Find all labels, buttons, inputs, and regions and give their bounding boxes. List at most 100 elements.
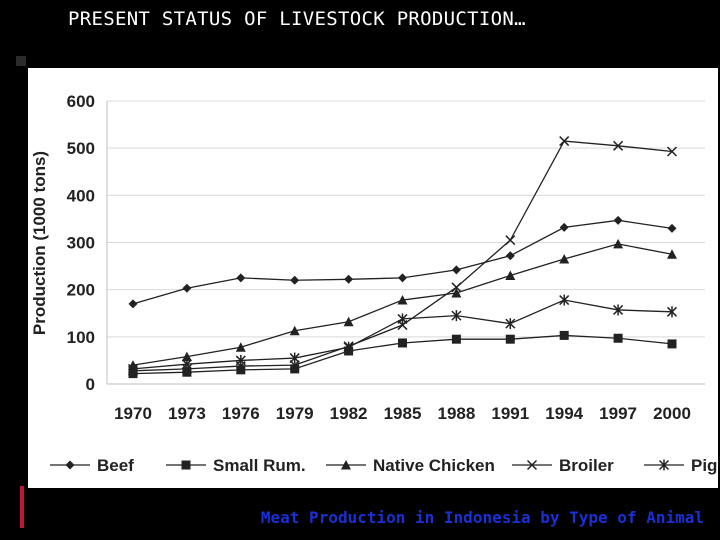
x-stroke — [451, 282, 462, 293]
diamond-marker — [65, 460, 75, 470]
x-tick-label: 2000 — [653, 404, 691, 423]
asterisk-marker — [658, 459, 670, 471]
diamond-marker — [398, 273, 407, 283]
x-stroke — [289, 360, 300, 371]
series-line — [132, 219, 673, 305]
legend-item-small-rum: Small Rum. — [166, 456, 306, 475]
y-tick-label: 0 — [86, 375, 95, 394]
triangle-marker — [341, 460, 351, 470]
x-tick-label: 1982 — [330, 404, 368, 423]
axes — [106, 101, 705, 385]
x-stroke — [559, 136, 570, 147]
x-tick-label: 1985 — [384, 404, 422, 423]
triangle-marker — [451, 287, 462, 298]
legend-label: Native Chicken — [373, 456, 495, 475]
x-tick-label: 1970 — [114, 404, 152, 423]
diamond-marker — [182, 283, 192, 293]
x-tick-label: 1994 — [545, 404, 583, 423]
y-axis-label: Production (1000 tons) — [30, 151, 49, 335]
x-tick-label: 1973 — [168, 404, 206, 423]
x-tick-label: 1976 — [222, 404, 260, 423]
asterisk-marker — [613, 304, 624, 316]
asterisk-marker — [559, 294, 570, 306]
x-marker — [289, 360, 300, 371]
diamond-marker — [505, 251, 515, 261]
square-marker — [290, 364, 300, 374]
x-stroke — [666, 146, 678, 157]
asterisk-marker — [289, 352, 300, 364]
x-marker — [666, 146, 678, 157]
triangle-marker — [667, 249, 677, 259]
square-marker — [181, 460, 191, 470]
x-marker — [526, 459, 538, 471]
x-marker — [559, 136, 570, 147]
triangle-marker — [559, 254, 570, 264]
asterisk-marker — [181, 358, 192, 370]
accent-bar — [20, 486, 24, 528]
series-pig — [127, 294, 678, 375]
square-marker — [236, 365, 246, 375]
asterisk-marker — [127, 363, 139, 375]
diamond-marker — [290, 275, 300, 285]
square-marker — [559, 330, 569, 340]
x-marker — [451, 282, 462, 293]
y-tick-label: 400 — [67, 186, 95, 205]
triangle-marker — [181, 351, 192, 362]
x-marker — [613, 140, 624, 151]
legend-label: Beef — [97, 456, 134, 475]
y-tick-label: 200 — [67, 281, 95, 300]
decorative-square — [16, 56, 26, 66]
slide-title: PRESENT STATUS OF LIVESTOCK PRODUCTION… — [68, 8, 526, 30]
square-marker — [451, 334, 461, 344]
legend-label: Broiler — [559, 456, 614, 475]
x-stroke — [526, 459, 538, 471]
x-stroke — [505, 235, 516, 246]
x-tick-label: 1988 — [437, 404, 475, 423]
chart-panel: 0 100 200 300 400 500 600 1970 1973 1976 1979 1982 1… — [28, 68, 718, 488]
y-tick-label: 500 — [67, 139, 95, 158]
diamond-marker — [236, 273, 246, 283]
triangle-marker — [505, 270, 516, 281]
legend-item-pig: Pig — [644, 456, 717, 475]
x-tick-label: 1997 — [599, 404, 637, 423]
square-marker — [667, 339, 677, 349]
y-tick-label: 300 — [67, 234, 95, 253]
diamond-marker — [451, 265, 461, 275]
legend-label: Small Rum. — [213, 456, 306, 475]
triangle-marker — [235, 342, 246, 352]
diamond-marker — [128, 299, 138, 309]
series-beef — [128, 215, 677, 309]
asterisk-marker — [397, 313, 408, 325]
diamond-marker — [559, 222, 569, 232]
diamond-marker — [613, 215, 623, 225]
chart-caption: Meat Production in Indonesia by Type of … — [260, 508, 704, 527]
x-tick-label: 1979 — [276, 404, 314, 423]
series-line — [132, 299, 673, 370]
triangle-marker — [289, 325, 300, 336]
asterisk-marker — [505, 318, 516, 330]
square-marker — [398, 338, 407, 348]
square-marker — [505, 334, 515, 344]
triangle-marker — [397, 295, 408, 305]
line-chart: 0 100 200 300 400 500 600 1970 1973 1976 1979 1982 1… — [30, 92, 717, 475]
series-native-chicken — [128, 238, 677, 370]
series-lines — [127, 136, 678, 379]
diamond-marker — [667, 223, 677, 233]
legend-label: Pig — [691, 456, 717, 475]
square-marker — [182, 367, 192, 377]
grid-lines — [107, 100, 705, 338]
diamond-marker — [344, 274, 354, 284]
asterisk-marker — [235, 354, 246, 366]
tick-labels: 0 100 200 300 400 500 600 1970 1973 1976 1979 1982 1… — [67, 92, 691, 423]
y-tick-label: 600 — [67, 92, 95, 111]
series-small-rum — [128, 330, 677, 379]
y-tick-label: 100 — [67, 328, 95, 347]
x-tick-label: 1991 — [491, 404, 529, 423]
square-marker — [613, 333, 623, 343]
asterisk-marker — [343, 341, 354, 353]
legend-item-native-chicken: Native Chicken — [326, 456, 495, 475]
triangle-marker — [613, 238, 624, 249]
legend-item-broiler: Broiler — [512, 456, 614, 475]
legend-item-beef: Beef — [50, 456, 134, 475]
triangle-marker — [343, 316, 354, 327]
